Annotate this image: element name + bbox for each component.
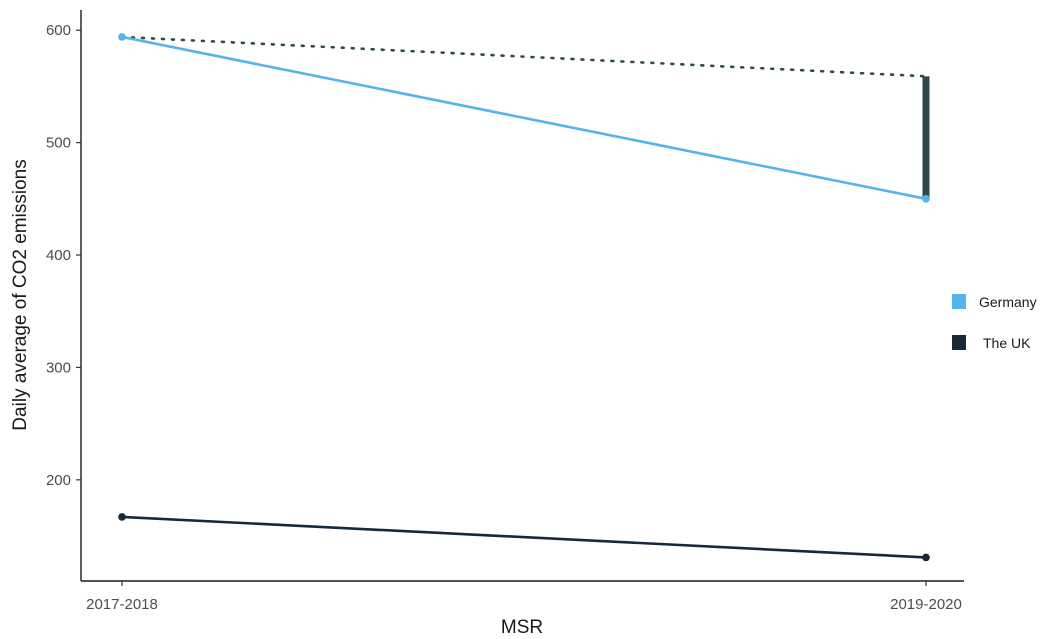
counterfactual-dotted-line <box>120 35 928 78</box>
x-tick-label: 2019-2020 <box>890 596 962 613</box>
x-tick-label: 2017-2018 <box>86 596 158 613</box>
x-ticks: 2017-2018 2019-2020 <box>86 581 962 613</box>
legend: Germany The UK <box>952 294 1037 351</box>
x-axis-title: MSR <box>501 617 543 638</box>
y-tick-label: 300 <box>46 359 71 376</box>
series-line-germany <box>121 35 927 201</box>
annotations <box>120 35 930 199</box>
y-tick-label: 200 <box>46 472 71 489</box>
series-point-germany <box>922 195 930 203</box>
legend-key-the-uk <box>952 335 966 350</box>
axes <box>80 10 964 582</box>
y-axis-title: Daily average of CO2 emissions <box>10 159 31 430</box>
y-tick-label: 400 <box>46 247 71 264</box>
series-layer <box>118 33 930 562</box>
legend-key-germany <box>952 294 966 309</box>
y-ticks: 200 300 400 500 600 <box>46 22 81 489</box>
legend-label-germany: Germany <box>979 294 1037 310</box>
y-tick-label: 500 <box>46 135 71 152</box>
series-point-the-uk <box>922 553 930 562</box>
legend-label-the-uk: The UK <box>983 335 1031 351</box>
series-point-germany <box>118 33 126 41</box>
series-point-the-uk <box>118 513 126 521</box>
series-line-the-uk <box>121 515 927 559</box>
y-tick-label: 600 <box>46 22 71 39</box>
